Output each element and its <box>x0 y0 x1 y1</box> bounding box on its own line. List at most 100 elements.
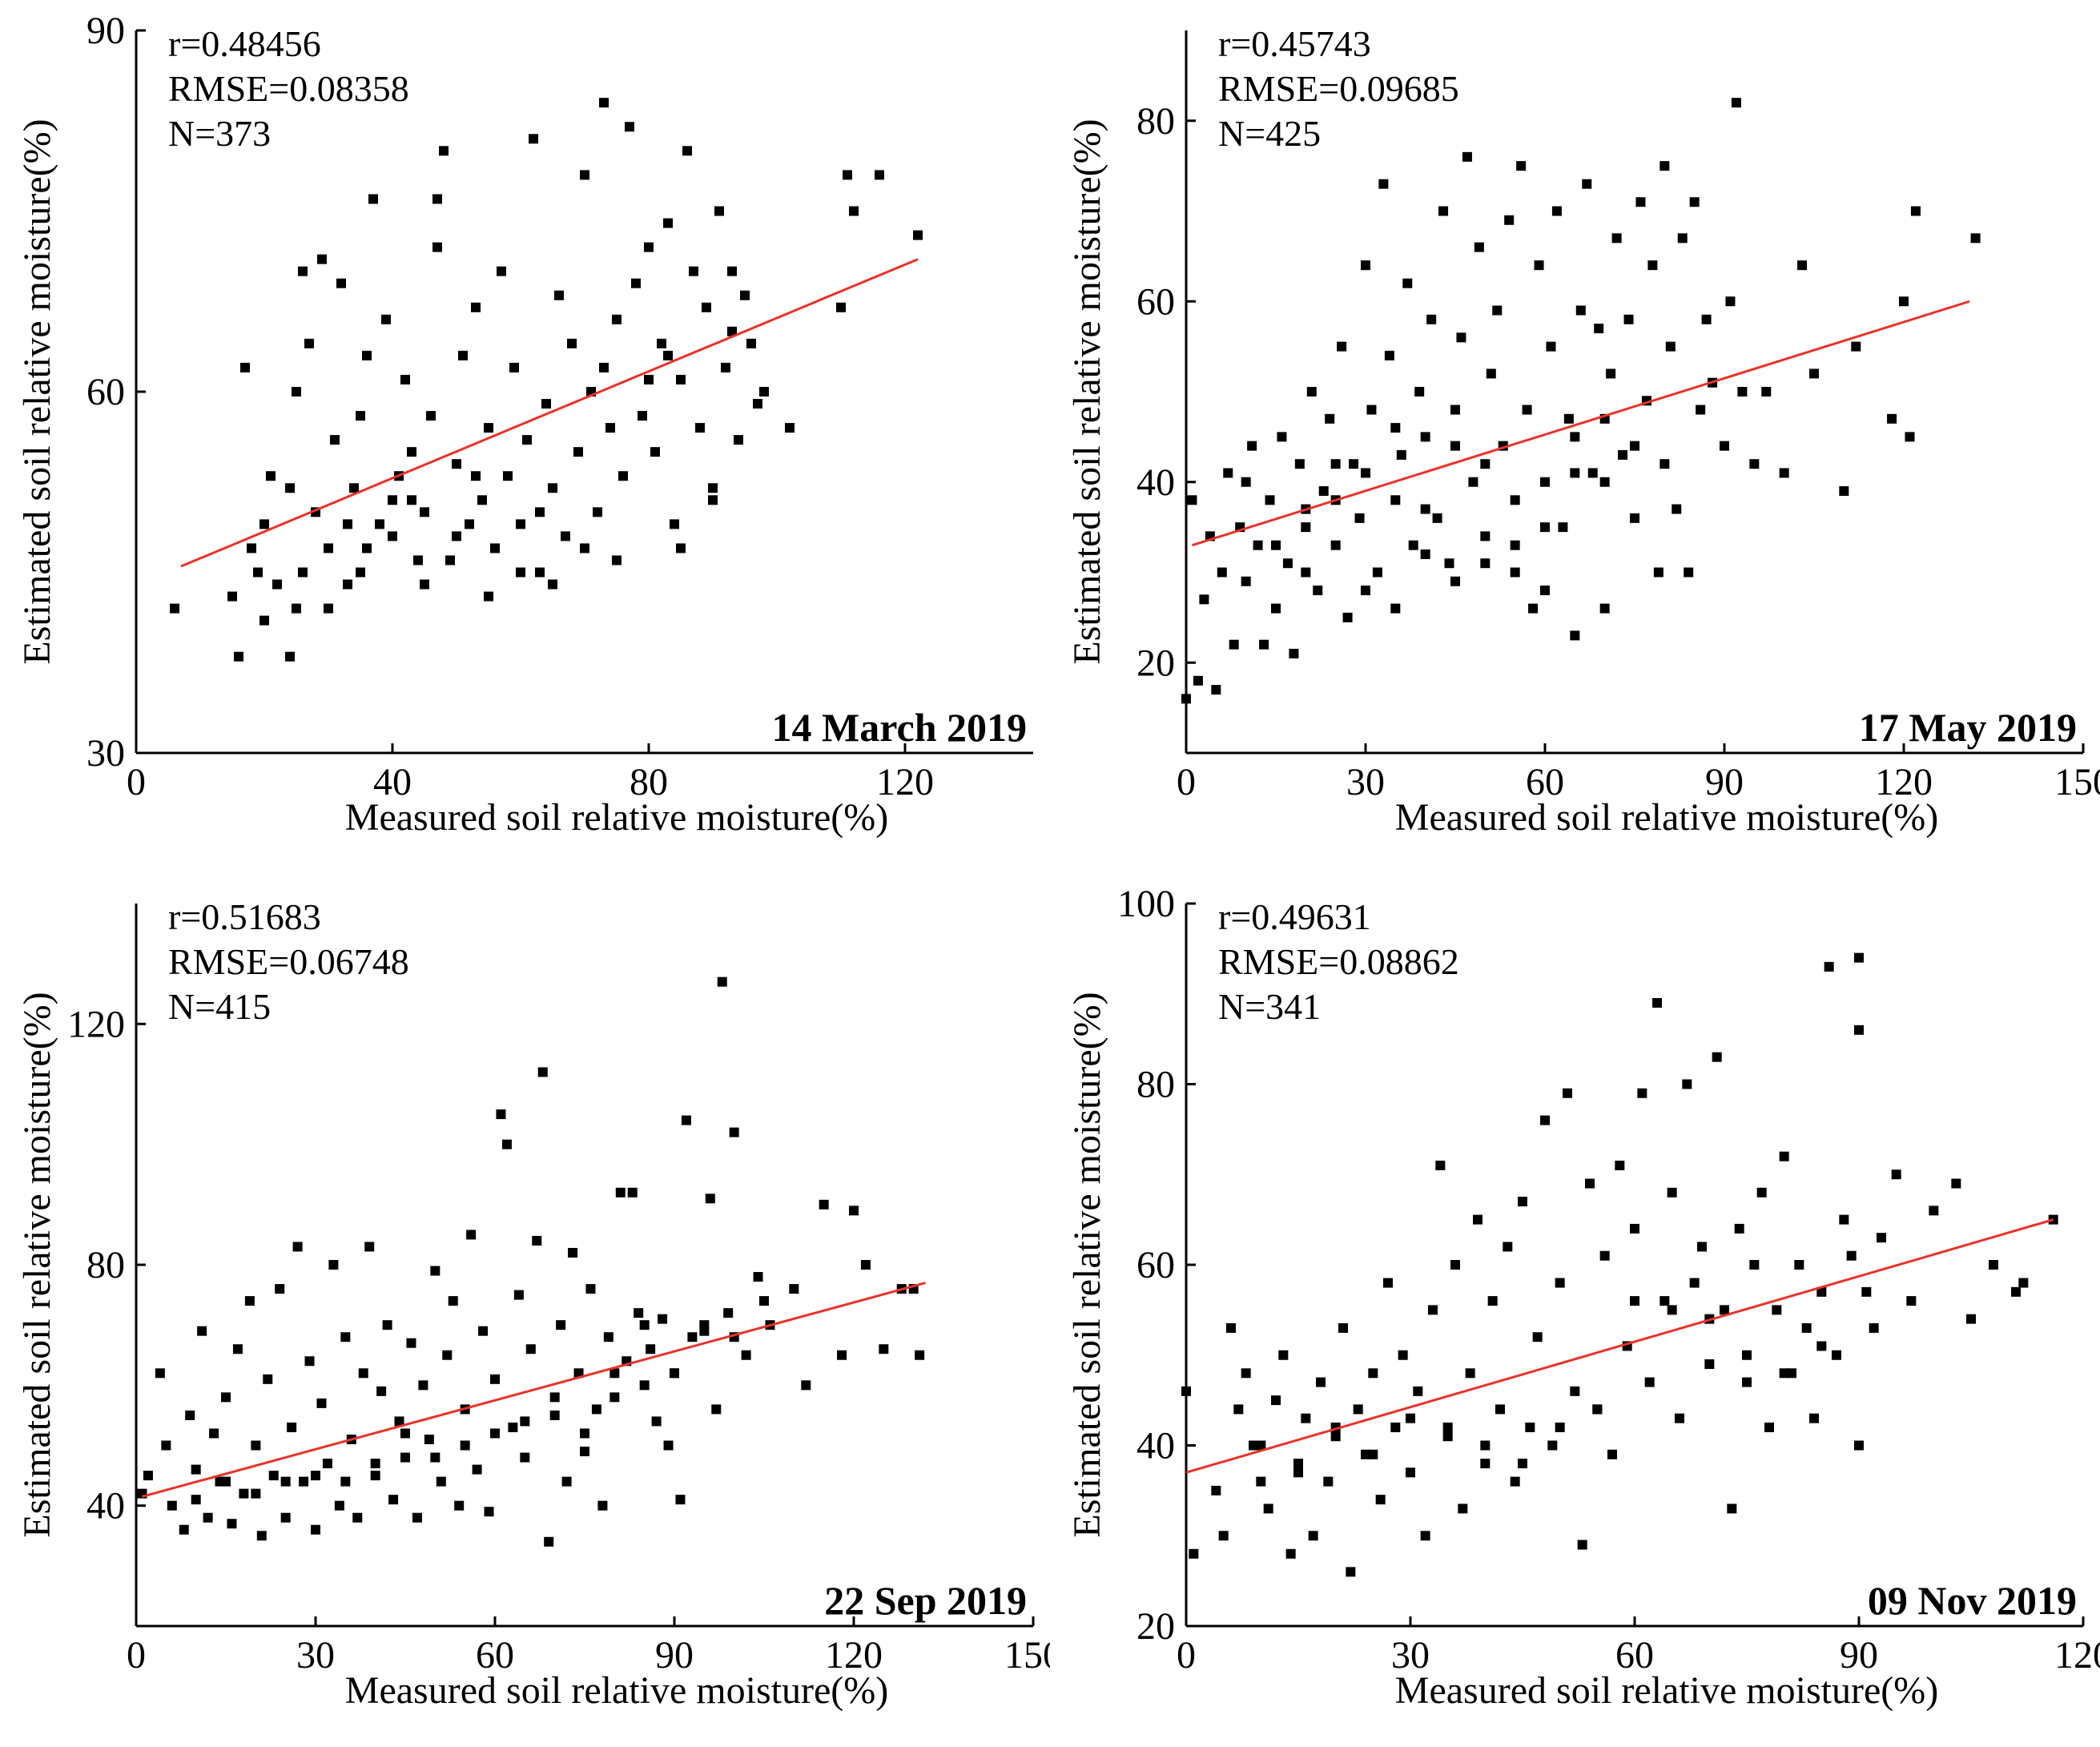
data-point <box>1599 1250 1610 1261</box>
data-point <box>1599 477 1610 487</box>
data-point <box>1426 314 1437 324</box>
data-point <box>1689 1278 1700 1288</box>
data-point <box>1522 405 1532 415</box>
x-tick-label: 0 <box>127 1634 146 1677</box>
y-tick-label: 40 <box>86 1485 125 1528</box>
data-point <box>675 1495 686 1505</box>
data-point <box>580 170 589 180</box>
data-point <box>432 242 442 252</box>
data-point <box>1563 413 1574 424</box>
data-point <box>1211 685 1221 695</box>
data-point <box>1503 1242 1513 1252</box>
data-point <box>292 387 301 396</box>
data-point <box>1383 1278 1393 1288</box>
data-point <box>727 266 737 276</box>
data-point <box>1929 1206 1939 1216</box>
data-point <box>1534 260 1544 271</box>
data-point <box>2011 1286 2021 1297</box>
x-tick-label: 40 <box>373 761 412 803</box>
data-point <box>1731 98 1741 108</box>
data-point <box>1390 495 1401 505</box>
data-point <box>1217 567 1227 578</box>
data-point <box>1432 513 1442 523</box>
data-point <box>336 278 346 288</box>
data-point <box>658 1314 668 1324</box>
data-point <box>143 1471 153 1481</box>
x-axis-title: Measured soil relative moisture(%) <box>345 796 888 839</box>
data-point <box>352 1512 363 1523</box>
data-point <box>424 1434 434 1444</box>
x-tick-label: 30 <box>1391 1634 1430 1677</box>
data-point <box>849 1206 859 1216</box>
data-point <box>1450 441 1460 451</box>
data-point <box>1727 1503 1737 1514</box>
data-point <box>593 507 602 517</box>
data-point <box>1249 1440 1258 1451</box>
data-point <box>639 1380 650 1391</box>
data-point <box>1189 1548 1199 1559</box>
data-point <box>1462 151 1472 162</box>
data-point <box>304 1356 315 1367</box>
data-point <box>708 495 718 505</box>
y-tick-label: 60 <box>86 371 125 413</box>
y-tick-label: 60 <box>1136 1244 1175 1286</box>
data-point <box>1271 540 1281 550</box>
data-point <box>247 543 256 553</box>
data-point <box>161 1440 171 1451</box>
data-point <box>1794 1260 1804 1270</box>
data-point <box>573 1368 584 1379</box>
data-point <box>1301 522 1311 533</box>
x-tick-label: 30 <box>1346 761 1385 803</box>
data-point <box>266 471 276 481</box>
data-point <box>568 1247 578 1258</box>
data-point <box>631 278 641 288</box>
data-point <box>1384 350 1394 360</box>
data-point <box>556 1320 566 1330</box>
data-point <box>1551 206 1562 216</box>
data-point <box>554 290 564 300</box>
data-point <box>729 1127 739 1137</box>
data-point <box>1677 233 1688 244</box>
data-point <box>362 350 372 360</box>
data-point <box>1271 603 1281 614</box>
data-point <box>520 1416 530 1427</box>
data-point <box>322 1459 332 1469</box>
data-point <box>1630 441 1639 451</box>
data-point <box>340 1476 351 1487</box>
data-point <box>1330 540 1341 550</box>
data-point <box>340 1332 351 1342</box>
data-point <box>465 519 474 529</box>
data-point <box>1486 368 1496 379</box>
x-tick-label: 60 <box>1526 761 1564 803</box>
data-point <box>1406 1467 1415 1478</box>
data-point <box>490 1374 500 1384</box>
data-point <box>197 1326 207 1336</box>
x-axis-title: Measured soil relative moisture(%) <box>345 1669 888 1712</box>
stat-annotation: RMSE=0.09685 <box>1218 68 1459 109</box>
data-point <box>1647 260 1658 271</box>
data-point <box>1465 1368 1475 1379</box>
data-point <box>1761 387 1772 396</box>
data-point <box>1342 612 1353 622</box>
data-point <box>1199 594 1209 605</box>
data-point <box>1458 1503 1468 1514</box>
data-point <box>328 1260 339 1270</box>
data-point <box>612 314 622 324</box>
data-point <box>1592 1404 1603 1415</box>
data-point <box>561 531 570 541</box>
data-point <box>1420 549 1430 559</box>
data-point <box>753 399 762 409</box>
data-point <box>460 1440 470 1451</box>
data-point <box>535 507 545 517</box>
data-point <box>430 1266 441 1276</box>
data-point <box>1480 1440 1491 1451</box>
data-point <box>227 1519 237 1529</box>
x-tick-label: 90 <box>655 1634 694 1677</box>
data-point <box>1181 1386 1191 1396</box>
data-point <box>400 1428 410 1439</box>
data-point <box>609 1368 620 1379</box>
data-point <box>1582 179 1592 189</box>
data-point <box>1989 1260 1998 1270</box>
data-point <box>452 459 461 469</box>
